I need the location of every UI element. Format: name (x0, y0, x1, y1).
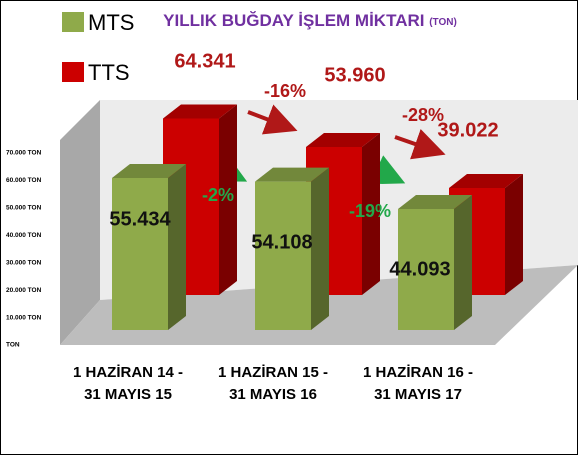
bar-face (255, 181, 311, 330)
title-unit: (TON) (429, 17, 457, 28)
annotation: -28% (402, 105, 444, 125)
bar (112, 163, 186, 330)
bar-face (219, 104, 237, 296)
legend-swatch (62, 62, 84, 82)
value-label: 64.341 (174, 50, 235, 72)
y-tick-label: 70.000 TON (6, 150, 42, 157)
bar-face (362, 132, 380, 295)
bar-face (505, 173, 523, 295)
y-tick-label: TON (6, 342, 20, 349)
x-tick-label: 1 HAZİRAN 15 - (218, 364, 328, 381)
annotation: -19% (349, 201, 391, 221)
bar (255, 167, 329, 330)
y-tick-label: 30.000 TON (6, 259, 42, 266)
value-label: 39.022 (437, 119, 498, 141)
value-label: 55.434 (109, 208, 171, 230)
y-tick-label: 20.000 TON (6, 287, 42, 294)
side-wall (60, 100, 100, 345)
bar-face (112, 177, 168, 330)
x-tick-label: 1 HAZİRAN 16 - (363, 364, 473, 381)
value-label: 54.108 (251, 231, 312, 253)
x-tick-label: 31 MAYIS 17 (374, 386, 462, 403)
bar-face (398, 209, 454, 330)
x-tick-label: 31 MAYIS 15 (84, 386, 172, 403)
bar-face (168, 163, 186, 330)
annotation: -2% (202, 185, 234, 205)
bar (398, 195, 472, 330)
bar-face (112, 163, 186, 178)
value-label: 53.960 (324, 64, 385, 86)
x-tick-label: 31 MAYIS 16 (229, 386, 317, 403)
bar-face (398, 195, 472, 210)
bar-face (449, 173, 523, 188)
value-label: 44.093 (389, 258, 450, 280)
title-text: YILLIK BUĞDAY İŞLEM MİKTARI (163, 11, 424, 30)
legend-label: TTS (88, 60, 130, 85)
y-tick-label: 40.000 TON (6, 232, 42, 239)
bar-face (255, 167, 329, 182)
bar-face (306, 132, 380, 147)
legend-swatch (62, 12, 84, 32)
bar-face (454, 195, 472, 330)
arrow (394, 128, 446, 160)
y-tick-label: 60.000 TON (6, 177, 42, 184)
bar-face (163, 104, 237, 119)
y-tick-label: 50.000 TON (6, 205, 42, 212)
arrow (247, 104, 298, 135)
chart-title: YILLIK BUĞDAY İŞLEM MİKTARI (TON) (163, 11, 457, 30)
bar-face (311, 167, 329, 330)
legend-label: MTS (88, 10, 134, 35)
x-tick-label: 1 HAZİRAN 14 - (73, 364, 183, 381)
annotation: -16% (264, 81, 306, 101)
y-tick-label: 10.000 TON (6, 314, 42, 321)
